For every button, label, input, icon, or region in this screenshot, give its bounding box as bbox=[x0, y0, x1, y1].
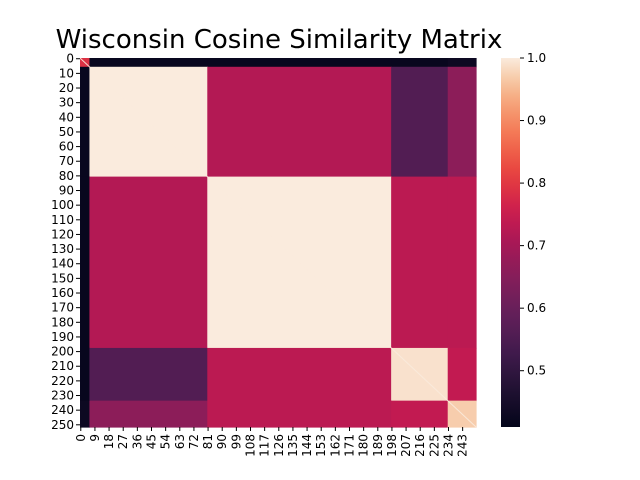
colorbar-tick-label: 0.7 bbox=[527, 239, 546, 253]
heatmap-block-1-0 bbox=[80, 66, 91, 178]
y-tick-label: 90 bbox=[59, 184, 74, 198]
x-tick-label: 0 bbox=[74, 434, 88, 442]
x-tick-label: 216 bbox=[413, 434, 427, 457]
x-tick-label: 36 bbox=[130, 434, 144, 449]
y-tick-label: 250 bbox=[51, 418, 74, 432]
heatmap-diagonal bbox=[79, 57, 477, 428]
colorbar-tick-label: 0.5 bbox=[527, 364, 546, 378]
x-tick-label: 117 bbox=[258, 434, 272, 457]
x-tick-label: 198 bbox=[385, 434, 399, 457]
y-tick-label: 20 bbox=[59, 81, 74, 95]
heatmap-block-2-1 bbox=[89, 176, 208, 349]
y-tick-label: 200 bbox=[51, 345, 74, 359]
heatmap-block-3-1 bbox=[89, 347, 208, 402]
x-tick-label: 207 bbox=[399, 434, 413, 457]
y-tick-label: 230 bbox=[51, 389, 74, 403]
y-tick-label: 0 bbox=[66, 52, 74, 66]
heatmap-block-0-2 bbox=[207, 58, 392, 68]
x-tick-label: 225 bbox=[427, 434, 441, 457]
heatmap-block-1-4 bbox=[447, 66, 477, 178]
y-tick-label: 240 bbox=[51, 403, 74, 417]
chart-title: Wisconsin Cosine Similarity Matrix bbox=[56, 25, 503, 55]
x-tick-label: 27 bbox=[116, 434, 130, 449]
y-tick-label: 130 bbox=[51, 242, 74, 256]
y-tick-label: 80 bbox=[59, 169, 74, 183]
x-tick-label: 18 bbox=[102, 434, 116, 449]
heatmap-block-1-3 bbox=[391, 66, 449, 178]
y-tick-label: 110 bbox=[51, 213, 74, 227]
heatmap-block-2-0 bbox=[80, 176, 91, 349]
heatmap-block-2-3 bbox=[391, 176, 449, 349]
colorbar-tick-label: 0.6 bbox=[527, 301, 546, 315]
x-tick-label: 108 bbox=[244, 434, 258, 457]
x-tick-label: 162 bbox=[328, 434, 342, 457]
x-tick-label: 153 bbox=[314, 434, 328, 457]
colorbar-gradient bbox=[501, 58, 520, 427]
x-tick-label: 189 bbox=[371, 434, 385, 457]
heatmap-block-3-4 bbox=[447, 347, 477, 402]
heatmap-block-4-0 bbox=[80, 400, 91, 428]
x-tick-label: 180 bbox=[357, 434, 371, 457]
colorbar-tick-label: 0.8 bbox=[527, 176, 546, 190]
y-tick-label: 190 bbox=[51, 330, 74, 344]
x-tick-label: 126 bbox=[272, 434, 286, 457]
y-axis: 0102030405060708090100110120130140150160… bbox=[51, 52, 80, 432]
x-tick-label: 63 bbox=[173, 434, 187, 449]
x-tick-label: 171 bbox=[343, 434, 357, 457]
y-tick-label: 70 bbox=[59, 154, 74, 168]
heatmap-block-4-1 bbox=[89, 400, 208, 428]
colorbar: 0.5 0.6 0.7 0.8 0.9 1.0 bbox=[501, 51, 546, 427]
x-tick-label: 135 bbox=[286, 434, 300, 457]
y-tick-label: 210 bbox=[51, 359, 74, 373]
x-tick-label: 45 bbox=[145, 434, 159, 449]
heatmap-block-0-4 bbox=[447, 58, 477, 68]
y-tick-label: 170 bbox=[51, 301, 74, 315]
y-tick-label: 10 bbox=[59, 66, 74, 80]
y-tick-label: 30 bbox=[59, 96, 74, 110]
x-tick-label: 90 bbox=[215, 434, 229, 449]
x-tick-label: 234 bbox=[442, 434, 456, 457]
x-tick-label: 81 bbox=[201, 434, 215, 449]
heatmap-block-2-4 bbox=[447, 176, 477, 349]
heatmap-block-1-2 bbox=[207, 66, 392, 178]
y-tick-label: 120 bbox=[51, 227, 74, 241]
y-tick-label: 220 bbox=[51, 374, 74, 388]
y-tick-label: 150 bbox=[51, 271, 74, 285]
y-tick-label: 160 bbox=[51, 286, 74, 300]
x-tick-label: 72 bbox=[187, 434, 201, 449]
y-tick-label: 140 bbox=[51, 257, 74, 271]
colorbar-tick-label: 1.0 bbox=[527, 51, 546, 65]
heatmap-diagonal-line bbox=[79, 57, 477, 428]
x-tick-label: 9 bbox=[88, 434, 102, 442]
heatmap-block-4-2 bbox=[207, 400, 392, 428]
x-tick-label: 99 bbox=[229, 434, 243, 449]
y-tick-label: 100 bbox=[51, 198, 74, 212]
heatmap-block-4-3 bbox=[391, 400, 449, 428]
y-tick-label: 60 bbox=[59, 140, 74, 154]
x-tick-label: 243 bbox=[456, 434, 470, 457]
x-tick-label: 54 bbox=[159, 434, 173, 449]
y-tick-label: 40 bbox=[59, 110, 74, 124]
y-tick-label: 50 bbox=[59, 125, 74, 139]
heatmap-block-3-0 bbox=[80, 347, 91, 402]
x-axis: 0 9 18 27 36 45 54 63 72 81 90 99 108 117 126 135 144 153… bbox=[74, 427, 470, 457]
colorbar-tick-label: 0.9 bbox=[527, 114, 546, 128]
x-tick-label: 144 bbox=[300, 434, 314, 457]
heatmap-block-3-2 bbox=[207, 347, 392, 402]
heatmap-block-0-1 bbox=[89, 58, 208, 68]
y-tick-label: 180 bbox=[51, 315, 74, 329]
heatmap-block-0-3 bbox=[391, 58, 449, 68]
